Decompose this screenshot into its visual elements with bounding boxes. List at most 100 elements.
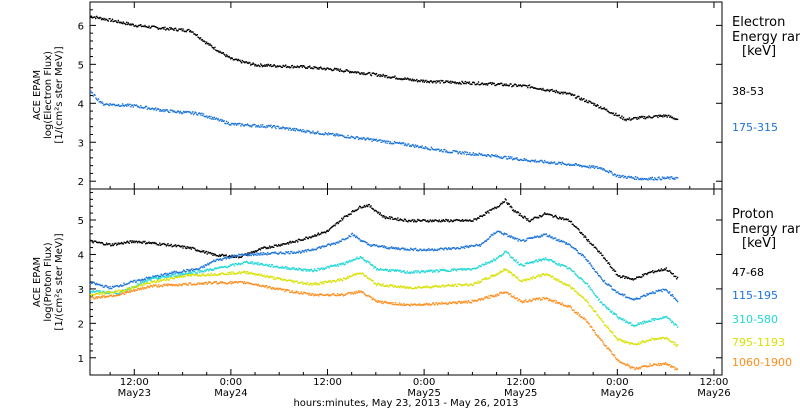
proton-point (185, 282, 187, 284)
proton-point (167, 274, 169, 276)
proton-point (602, 343, 605, 345)
proton-point (364, 241, 366, 243)
electron-point (271, 127, 273, 129)
proton-point (285, 289, 288, 292)
proton-point (304, 291, 306, 294)
electron-point (192, 31, 194, 33)
proton-point (220, 282, 222, 284)
proton-point (591, 265, 593, 267)
proton-point (597, 250, 599, 252)
proton-point (384, 301, 387, 304)
electron-point (229, 56, 231, 59)
electron-point (571, 93, 573, 95)
electron-point (208, 44, 210, 46)
proton-point (631, 342, 634, 344)
proton-point (255, 254, 257, 256)
proton-point (347, 237, 349, 239)
proton-point (475, 243, 477, 246)
proton-point (136, 279, 138, 281)
proton-point (287, 243, 290, 245)
proton-point (119, 294, 121, 296)
proton-point (128, 288, 131, 290)
proton-point (369, 296, 372, 298)
electron-point (551, 88, 553, 91)
proton-point (593, 329, 595, 332)
electron-point (421, 81, 424, 83)
proton-point (333, 265, 336, 267)
proton-point (554, 261, 556, 263)
proton-point (506, 251, 508, 253)
electron-point (215, 117, 217, 120)
proton-point (416, 304, 418, 306)
proton-point (132, 281, 134, 283)
proton-point (232, 256, 234, 258)
electron-point (211, 116, 214, 119)
electron-point (401, 142, 403, 144)
proton-point (591, 329, 594, 331)
electron-point (647, 179, 649, 181)
proton-point (534, 261, 536, 263)
proton-point (570, 269, 573, 271)
proton-point (192, 271, 194, 273)
proton-point (413, 303, 416, 305)
proton-point (392, 218, 394, 220)
electron-point (230, 122, 233, 125)
proton-point (283, 288, 285, 291)
proton-point (203, 250, 205, 252)
electron-point (331, 69, 333, 72)
proton-point (298, 293, 300, 295)
proton-point (171, 285, 174, 287)
proton-point (220, 259, 222, 261)
electron-point (181, 112, 183, 115)
proton-point (222, 254, 224, 256)
proton-point (465, 220, 468, 222)
electron-point (284, 65, 286, 67)
proton-point (623, 275, 625, 277)
proton-point (649, 338, 651, 341)
proton-point (160, 273, 162, 275)
proton-point (379, 300, 381, 302)
proton-point (165, 284, 167, 286)
electron-point (169, 109, 172, 111)
electron-point (402, 78, 404, 80)
proton-point (262, 275, 265, 277)
proton-point (421, 249, 423, 252)
proton-point (536, 275, 538, 277)
proton-point (345, 278, 347, 281)
electron-point (385, 74, 387, 77)
proton-point (628, 322, 630, 324)
proton-point (493, 296, 495, 298)
proton-point (489, 236, 492, 238)
proton-point (481, 242, 483, 244)
proton-point (294, 292, 297, 294)
proton-point (606, 308, 608, 310)
electron-point (406, 77, 409, 79)
proton-point (235, 281, 237, 283)
electron-point (111, 104, 113, 106)
proton-point (359, 272, 362, 275)
proton-point (659, 269, 662, 272)
electron-point (650, 117, 653, 119)
proton-point (322, 294, 324, 296)
electron-point (112, 20, 114, 23)
proton-point (314, 269, 317, 272)
proton-point (542, 273, 544, 275)
electron-point (171, 28, 173, 30)
electron-point (131, 23, 134, 25)
electron-point (498, 83, 500, 85)
proton-point (249, 282, 251, 284)
proton-point (455, 302, 458, 305)
electron-point (644, 118, 647, 120)
proton-point (423, 303, 426, 305)
proton-point (162, 284, 165, 286)
proton-point (224, 273, 227, 276)
electron-point (401, 78, 404, 81)
proton-point (463, 219, 465, 222)
electron-point (165, 28, 168, 30)
proton-point (115, 285, 118, 287)
electron-ytick-label-6: 6 (78, 21, 84, 32)
proton-point (108, 292, 110, 295)
proton-point (326, 229, 329, 232)
electron-point (251, 63, 254, 65)
electron-point (564, 163, 567, 165)
